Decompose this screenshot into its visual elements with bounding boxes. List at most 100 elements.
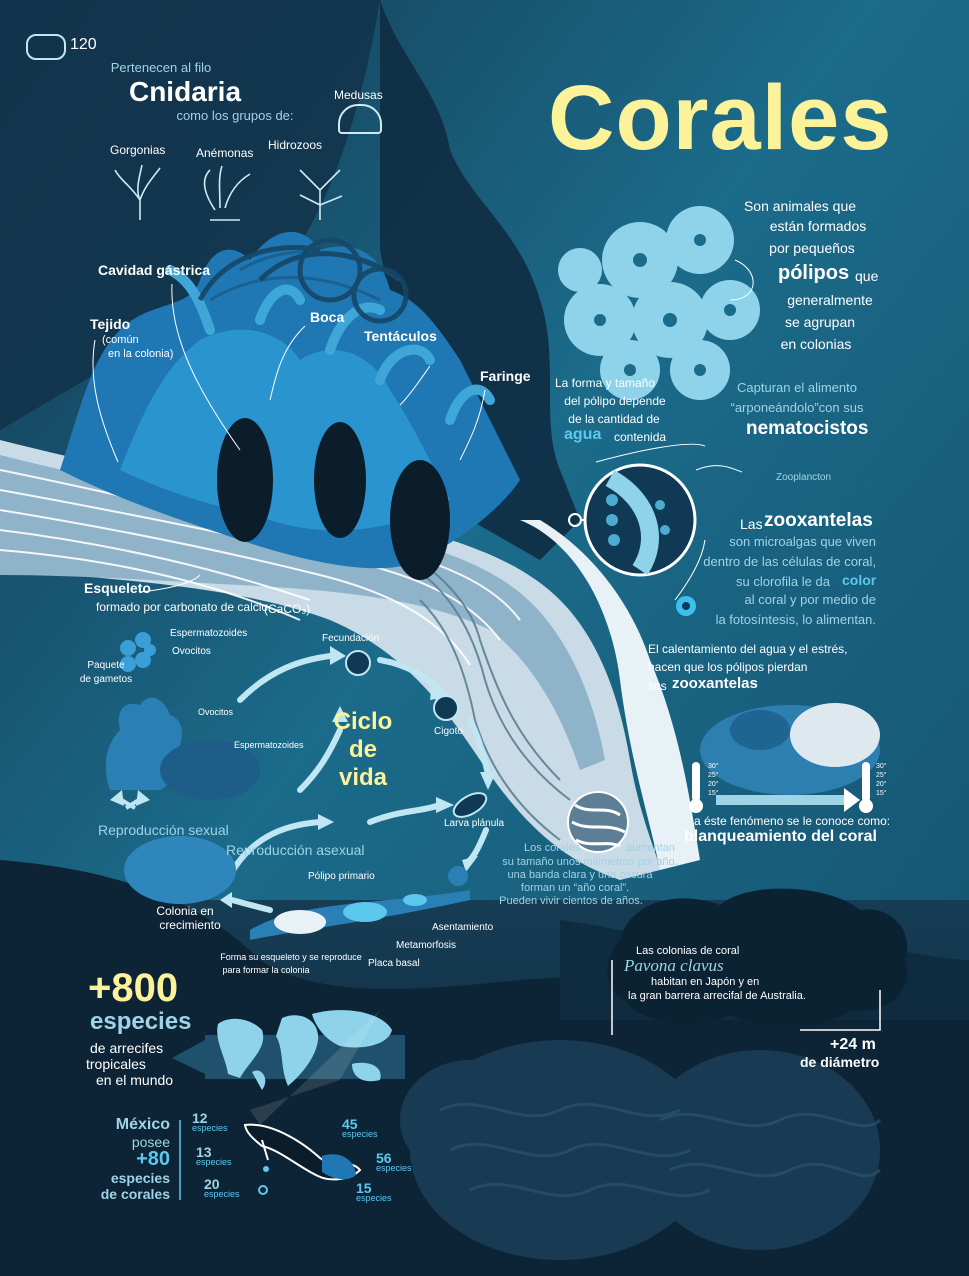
mexico-line-2: posee	[131, 1134, 170, 1150]
region-unit: especies	[356, 1193, 392, 1203]
intro-line-3: por pequeños	[769, 240, 855, 256]
lc-ovocitos-2: Ovocitos	[198, 707, 234, 717]
species-line-1: de arrecifes	[90, 1040, 164, 1056]
shape-agua: agua	[564, 426, 602, 443]
label-tejido-note-2: en la colonia)	[108, 348, 174, 360]
lc-ovocitos: Ovocitos	[172, 646, 211, 657]
region-unit: especies	[204, 1189, 240, 1199]
zoo-word: zooxantelas	[764, 510, 873, 531]
mexico-line-4: especies	[110, 1170, 170, 1186]
polyp-cross-section	[60, 231, 520, 580]
cell-magnifier	[568, 463, 697, 616]
bleach-line-2: hacen que los pólipos pierdan	[648, 660, 808, 674]
growth-line-3: una banda clara y una oscura	[507, 869, 653, 881]
lifecycle-title-1: Ciclo	[333, 708, 393, 735]
pavona-size-label: de diámetro	[800, 1054, 880, 1070]
label-formula: (CaCO₃)	[264, 602, 311, 616]
lc-paquete-2: de gametos	[79, 674, 133, 685]
cnidaria-pre: Pertenecen al filo	[110, 60, 212, 75]
region-count: 20	[204, 1176, 220, 1192]
mexico-line-5: de corales	[100, 1186, 170, 1202]
cnidaria-title: Cnidaria	[128, 76, 242, 107]
label-faringe: Faringe	[480, 368, 531, 384]
coat-of-arms-logo	[26, 34, 66, 60]
shape-line-2: del pólipo depende	[564, 394, 666, 408]
shape-line-3: de la cantidad de	[568, 412, 660, 426]
zoo-color: color	[842, 572, 877, 588]
lc-cigoto: Cigoto	[434, 726, 463, 737]
temps-right: 30° 25° 20° 15°	[876, 762, 887, 798]
region-count: 13	[196, 1144, 212, 1160]
lc-forma-2: para formar la colonia	[222, 965, 310, 975]
pavona-cloud-shape	[607, 888, 908, 1026]
nema-zooplancton: Zooplancton	[776, 472, 832, 483]
lc-placa: Placa basal	[368, 958, 420, 969]
label-tejido: Tejido	[90, 316, 131, 332]
cnidaria-post: como los grupos de:	[176, 108, 294, 123]
intro-line-1: Son animales que	[743, 198, 857, 214]
group-hidrozoos: Hidrozoos	[268, 138, 323, 152]
zoo-line-4a: su clorofila le da	[736, 574, 830, 589]
label-esqueleto: Esqueleto	[84, 580, 151, 596]
temp-left-3: 15°	[708, 790, 719, 797]
lc-larva: Larva plánula	[444, 818, 505, 829]
species-word: especies	[90, 1008, 192, 1035]
intro-polipos: pólipos	[778, 262, 850, 284]
label-tentaculos: Tentáculos	[364, 328, 437, 344]
label-boca: Boca	[310, 309, 345, 325]
intro-line-2: están formados	[769, 218, 867, 234]
growth-line-1b: aumentan	[626, 842, 675, 854]
region-count: 56	[376, 1150, 392, 1166]
zoo-line-5: al coral y por medio de	[744, 592, 876, 607]
temp-right-0: 30°	[876, 763, 887, 770]
lc-paquete-1: Paquete	[87, 660, 125, 671]
region-count: 15	[356, 1180, 372, 1196]
region-count: 45	[342, 1116, 358, 1132]
label-cavidad-gastrica: Cavidad gástrica	[98, 262, 211, 278]
shape-line-1: La forma y tamaño	[554, 376, 656, 390]
zoo-line-3: dentro de las células de coral,	[703, 554, 876, 569]
intro-line-7: en colonias	[780, 336, 852, 352]
group-anemonas: Anémonas	[196, 146, 254, 160]
nema-line-1: Capturan el alimento	[737, 380, 857, 395]
mexico-count: +80	[136, 1148, 170, 1170]
lc-forma-1: Forma su esqueleto y se reproduce	[220, 952, 362, 962]
medusa-icon	[338, 104, 382, 134]
brain-coral-silhouette	[400, 1040, 880, 1260]
mexico-line-1: México	[115, 1116, 170, 1133]
temp-left-1: 25°	[708, 772, 719, 779]
lc-espermatozoides: Espermatozoides	[170, 628, 248, 639]
lc-colonia-2: crecimiento	[159, 918, 221, 932]
temp-right-1: 25°	[876, 772, 887, 779]
bleach-line-4: a éste fenómeno se le conoce como:	[694, 814, 891, 828]
lc-fecundacion: Fecundación	[322, 633, 380, 644]
shape-contenida: contenida	[614, 430, 667, 444]
lc-rep-sexual: Reproducción sexual	[98, 822, 229, 838]
bleach-line-1: El calentamiento del agua y el estrés,	[648, 642, 848, 656]
intro-line-5: generalmente	[787, 292, 873, 308]
region-unit: especies	[196, 1157, 232, 1167]
lifecycle-title: Ciclo de vida	[318, 708, 408, 792]
pavona-line-3: habitan en Japón y en	[651, 976, 760, 988]
growth-rings-magnifier	[567, 791, 629, 853]
bleaching-illustration	[689, 703, 880, 813]
temp-left-2: 20°	[708, 781, 719, 788]
cnidaria-group-icons	[114, 164, 343, 221]
intro-que: que	[855, 268, 879, 284]
lc-metamorfosis: Metamorfosis	[396, 940, 457, 951]
bleach-line-3a: sus	[648, 679, 667, 693]
region-unit: especies	[376, 1163, 412, 1173]
anatomy-leader-lines	[92, 259, 754, 601]
zoo-line-6: la fotosíntesis, lo alimentan.	[715, 612, 876, 627]
growth-line-2: su tamaño unos milímetros por año,	[502, 856, 678, 868]
lifecycle-title-2: de	[348, 736, 377, 763]
zoo-line-2: son microalgas que viven	[729, 534, 876, 549]
world-map	[172, 1010, 405, 1090]
mexico-region-45: 45 especies	[342, 1116, 378, 1139]
lc-espermatozoides-2: Espermatozoides	[234, 740, 304, 750]
region-unit: especies	[342, 1129, 378, 1139]
mexico-region-13: 13 especies	[196, 1144, 232, 1167]
pavona-species: Pavona clavus	[624, 956, 724, 975]
lc-asentamiento: Asentamiento	[432, 922, 494, 933]
label-esqueleto-note: formado por carbonato de calcio	[96, 600, 269, 614]
